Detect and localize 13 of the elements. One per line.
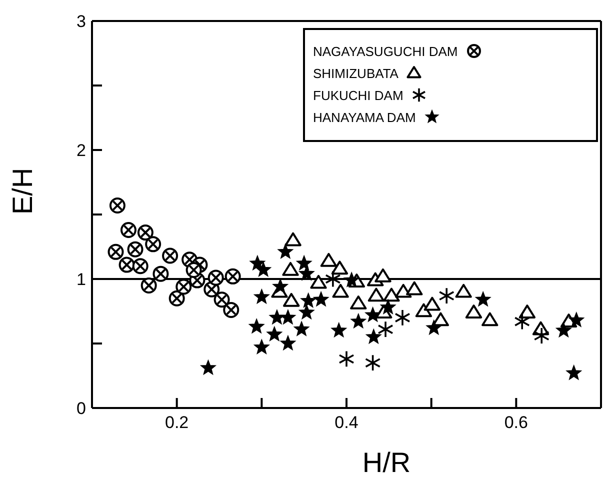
x-axis-title: H/R — [362, 447, 411, 478]
legend-label: HANAYAMA DAM — [313, 110, 416, 124]
x-tick-label: 0.6 — [504, 413, 528, 432]
y-tick-label: 1 — [76, 270, 86, 290]
y-axis-title: E/H — [6, 168, 38, 214]
legend-label: SHIMIZUBATA — [313, 66, 398, 80]
y-tick-label: 0 — [76, 399, 86, 418]
y-tick-label: 3 — [76, 12, 86, 32]
x-tick-label: 0.4 — [334, 413, 358, 432]
legend-label: FUKUCHI DAM — [313, 88, 404, 102]
x-tick-label: 0.2 — [165, 413, 189, 432]
y-tick-label: 2 — [76, 141, 86, 160]
legend-label: NAGAYASUGUCHI DAM — [313, 44, 458, 58]
